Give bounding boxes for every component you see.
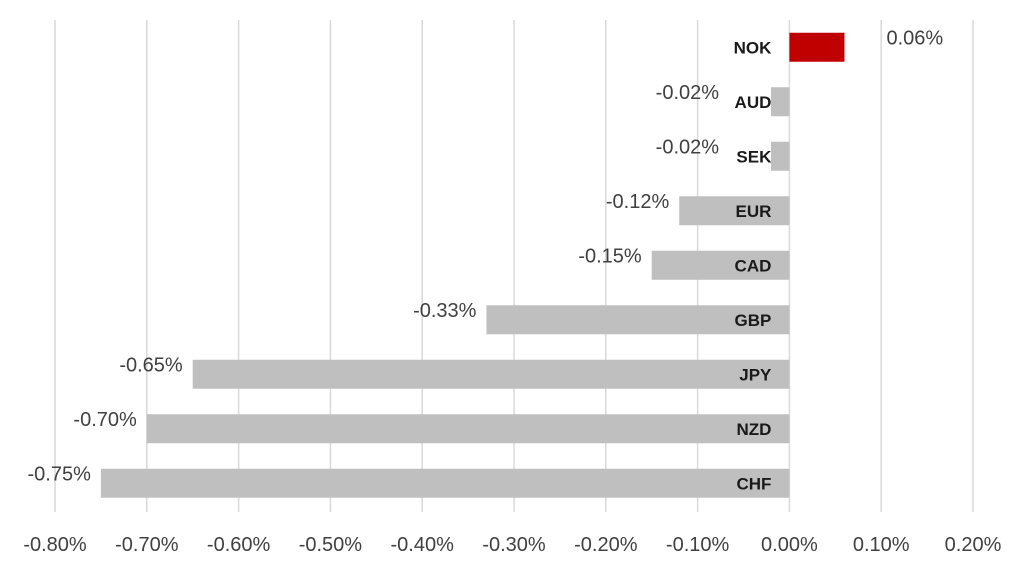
bar-nzd [146, 414, 790, 444]
bar-cad [651, 250, 790, 280]
data-label-gbp: -0.33% [413, 300, 477, 322]
category-labels: NOK AUD SEK EUR CAD GBP JPY NZD CHF [734, 38, 773, 493]
category-label-nzd: NZD [736, 420, 771, 439]
category-label-chf: CHF [736, 474, 771, 493]
data-label-nok: 0.06% [886, 27, 943, 49]
data-label-sek: -0.02% [656, 136, 720, 158]
x-tick-label: -0.30% [482, 534, 546, 556]
x-tick-label: -0.20% [574, 534, 638, 556]
category-label-aud: AUD [735, 93, 772, 112]
x-axis-tick-labels: -0.80% -0.70% -0.60% -0.50% -0.40% -0.30% -0.2… [23, 534, 1001, 556]
data-label-nzd: -0.70% [73, 409, 137, 431]
bar-nok [789, 32, 845, 62]
data-label-chf: -0.75% [28, 463, 92, 485]
data-labels: 0.06% -0.02% -0.02% -0.12% -0.15% -0.33% -0.65… [28, 27, 944, 485]
bar-gbp [486, 305, 790, 335]
data-label-aud: -0.02% [656, 82, 720, 104]
data-label-eur: -0.12% [606, 191, 670, 213]
x-tick-label: 0.00% [761, 534, 818, 556]
bar-jpy [192, 359, 790, 389]
bar-chf [100, 468, 790, 498]
x-tick-label: -0.70% [115, 534, 179, 556]
x-tick-label: -0.60% [207, 534, 271, 556]
bar-sek [771, 141, 790, 171]
x-tick-label: 0.10% [853, 534, 910, 556]
category-label-eur: EUR [735, 202, 771, 221]
bar-aud [771, 87, 790, 117]
category-label-jpy: JPY [739, 365, 772, 384]
x-tick-label: -0.80% [23, 534, 87, 556]
category-label-nok: NOK [734, 38, 773, 57]
category-label-cad: CAD [735, 256, 772, 275]
bar-eur [679, 196, 790, 226]
x-tick-label: -0.10% [666, 534, 730, 556]
category-label-gbp: GBP [735, 311, 772, 330]
x-tick-label: -0.40% [391, 534, 455, 556]
data-label-jpy: -0.65% [119, 354, 183, 376]
x-tick-label: 0.20% [945, 534, 1002, 556]
x-tick-label: -0.50% [299, 534, 363, 556]
data-label-cad: -0.15% [578, 245, 642, 267]
bars [100, 32, 845, 498]
category-label-sek: SEK [736, 147, 772, 166]
